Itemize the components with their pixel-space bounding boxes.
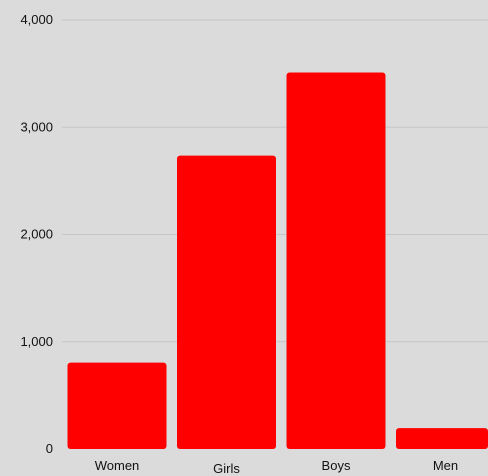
x-tick-label-men: Men: [433, 458, 458, 473]
y-tick-label: 4,000: [20, 12, 53, 27]
x-tick-label-boys: Boys: [322, 458, 351, 473]
y-tick-label: 0: [46, 441, 53, 456]
y-tick-label: 3,000: [20, 119, 53, 134]
bar-women: [67, 362, 167, 449]
y-tick-label: 1,000: [20, 334, 53, 349]
bar-girls: [177, 155, 276, 449]
x-axis-labels: Women Girls Boys Men: [95, 458, 458, 476]
y-tick-label: 2,000: [20, 227, 53, 242]
bar-men: [396, 428, 488, 449]
bar-boys: [286, 72, 386, 450]
x-tick-label-girls: Girls: [213, 461, 240, 476]
y-axis-ticks: 0 1,000 2,000 3,000 4,000: [20, 12, 53, 456]
bars: [67, 72, 488, 450]
x-tick-label-women: Women: [95, 458, 140, 473]
